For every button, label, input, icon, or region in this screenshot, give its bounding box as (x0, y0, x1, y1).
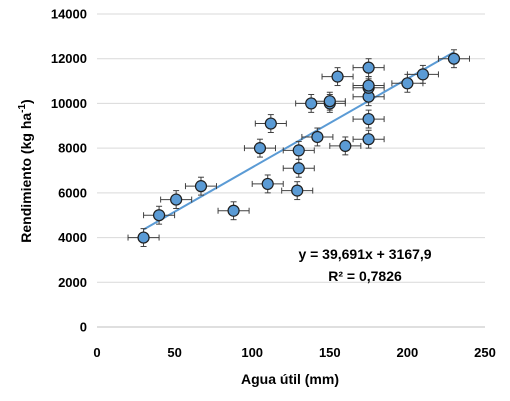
y-axis-title-main: Rendimiento (kg ha (18, 113, 34, 243)
data-point (447, 52, 461, 65)
tick-labels: 0 2000 4000 6000 8000 10000 12000 14000 0 50 100 15… (51, 7, 496, 361)
data-point (362, 79, 375, 92)
data-point (362, 112, 375, 126)
y-tick-label: 6000 (58, 185, 87, 200)
data-point (292, 162, 305, 175)
x-tick-label: 50 (167, 345, 181, 360)
x-tick-label: 250 (474, 345, 496, 360)
data-point (137, 231, 150, 244)
data-point (253, 142, 267, 155)
data-point (261, 177, 274, 191)
gridlines (97, 13, 485, 283)
y-tick-label: 2000 (58, 275, 87, 290)
y-axis-title-superscript: -1 (17, 104, 28, 113)
y-tick-label: 0 (80, 320, 87, 335)
data-point (264, 117, 277, 130)
y-tick-label: 8000 (58, 141, 87, 156)
data-points (137, 52, 461, 244)
data-point (291, 184, 304, 197)
y-axis-title-close: ) (18, 99, 34, 104)
y-tick-label: 4000 (58, 230, 87, 245)
data-point (339, 139, 352, 153)
y-tick-label: 10000 (51, 96, 87, 111)
data-point (416, 68, 430, 81)
data-point (170, 193, 183, 206)
data-point (305, 97, 318, 110)
x-axis-title: Agua útil (mm) (241, 371, 339, 387)
data-point (362, 133, 375, 146)
data-point (323, 95, 336, 108)
x-tick-label: 150 (319, 345, 341, 360)
r-squared-label: R² = 0,7826 (328, 268, 402, 284)
data-point (362, 61, 375, 74)
data-point (194, 180, 208, 193)
y-axis-title: Rendimiento (kg ha-1) (17, 99, 34, 242)
data-point (331, 70, 344, 83)
r-squared-value: 0,7826 (359, 268, 402, 284)
y-tick-label: 12000 (51, 51, 87, 66)
x-tick-label: 0 (93, 345, 100, 360)
x-tick-label: 200 (397, 345, 419, 360)
data-point (292, 144, 305, 157)
r-squared-prefix: R² = (328, 268, 359, 284)
data-point (311, 130, 324, 144)
data-point (152, 209, 166, 222)
data-point (401, 77, 414, 90)
x-tick-label: 100 (241, 345, 263, 360)
data-point (227, 204, 240, 217)
trendline-equation: y = 39,691x + 3167,9 (298, 246, 431, 262)
y-tick-label: 14000 (51, 7, 87, 22)
